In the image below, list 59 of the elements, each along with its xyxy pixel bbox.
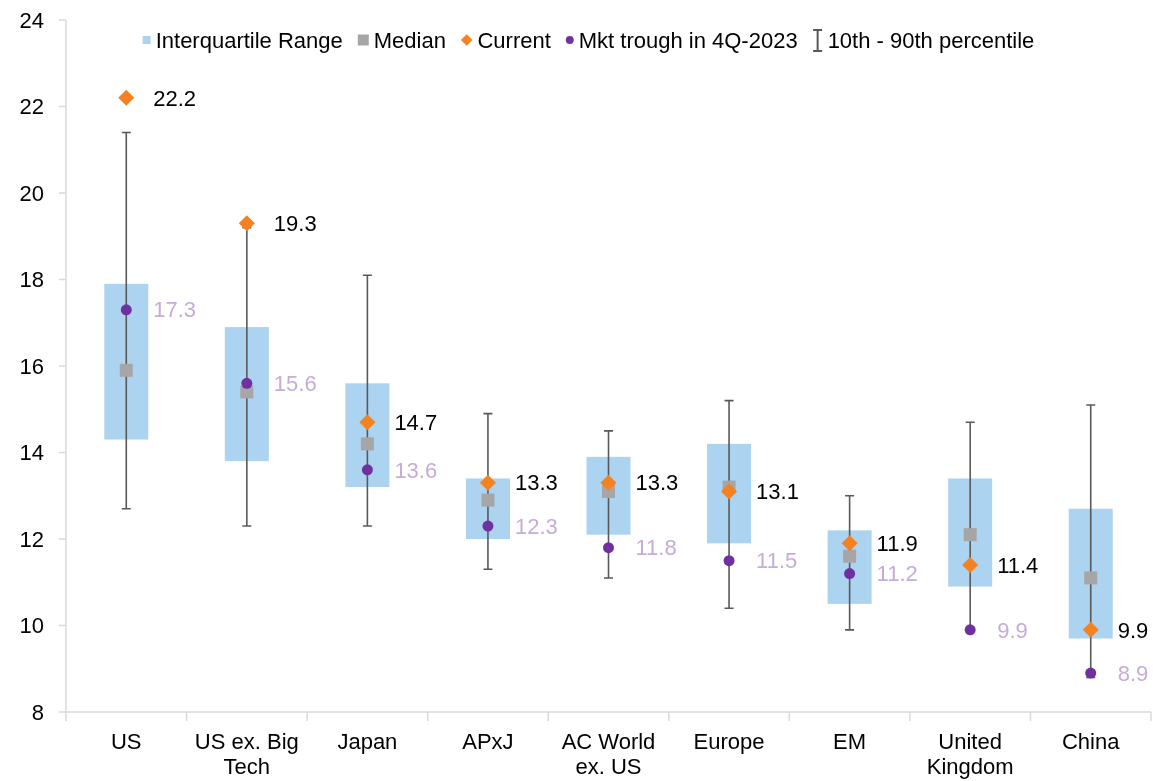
y-tick-label: 14 xyxy=(19,440,44,466)
point xyxy=(844,568,856,580)
point xyxy=(359,414,376,431)
y-tick-label: 8 xyxy=(31,699,44,725)
x-tick-label: US xyxy=(111,729,142,754)
point xyxy=(723,555,735,567)
data-label: 11.9 xyxy=(876,531,918,557)
data-label: 13.1 xyxy=(756,479,799,505)
point xyxy=(238,215,255,232)
x-tick-label: EM xyxy=(833,729,867,754)
point xyxy=(962,556,979,573)
legend-label: Current xyxy=(477,27,551,53)
point xyxy=(603,542,614,554)
data-label: 13.3 xyxy=(635,470,679,496)
data-label: 12.3 xyxy=(514,513,558,539)
annotation: 10th - 90th percentile xyxy=(827,27,1035,53)
x-tick-label: US ex. Big Tech xyxy=(194,729,299,779)
data-label: 9.9 xyxy=(1117,617,1149,643)
data-label: 13.3 xyxy=(514,470,558,496)
point xyxy=(1085,667,1097,679)
point xyxy=(241,377,253,389)
point xyxy=(482,520,494,532)
data-label: 17.3 xyxy=(153,297,197,323)
point xyxy=(479,474,496,491)
point xyxy=(118,89,135,106)
y-tick-label: 24 xyxy=(19,7,44,33)
y-tick-label: 10 xyxy=(19,613,44,639)
data-label: 15.6 xyxy=(273,371,317,396)
y-tick-label: 22 xyxy=(19,94,44,120)
point xyxy=(721,483,738,500)
data-label: 9.9 xyxy=(997,617,1028,643)
data-label: 11.8 xyxy=(635,535,677,561)
annotation: Median xyxy=(373,27,446,53)
point xyxy=(1082,621,1099,638)
data-label: 11.5 xyxy=(756,548,798,574)
legend-label: Interquartile Range xyxy=(155,27,343,53)
data-label: 22.2 xyxy=(153,85,197,111)
data-label: 13.6 xyxy=(394,457,438,483)
x-tick-label: Europe xyxy=(693,729,765,754)
x-tick-label: Japan xyxy=(337,729,398,754)
x-tick-label: AC World ex. US xyxy=(561,729,656,779)
data-label: 11.2 xyxy=(876,561,918,587)
data-label: 14.7 xyxy=(394,409,438,435)
data-label: 11.4 xyxy=(997,552,1039,578)
y-tick-label: 16 xyxy=(19,353,44,379)
point xyxy=(964,624,976,636)
x-tick-label: China xyxy=(1061,729,1121,754)
y-tick-label: 20 xyxy=(19,180,44,206)
point xyxy=(600,474,617,491)
x-tick-label: United Kingdom xyxy=(926,729,1014,779)
data-label: 8.9 xyxy=(1117,660,1149,686)
point xyxy=(120,304,132,316)
x-tick-label: APxJ xyxy=(462,729,514,754)
legend-label: Mkt trough in 4Q-2023 xyxy=(578,27,798,53)
point xyxy=(841,535,858,552)
y-tick-label: 12 xyxy=(19,526,44,552)
data-label: 19.3 xyxy=(273,210,317,236)
point xyxy=(361,464,373,476)
y-tick-label: 18 xyxy=(19,267,44,293)
